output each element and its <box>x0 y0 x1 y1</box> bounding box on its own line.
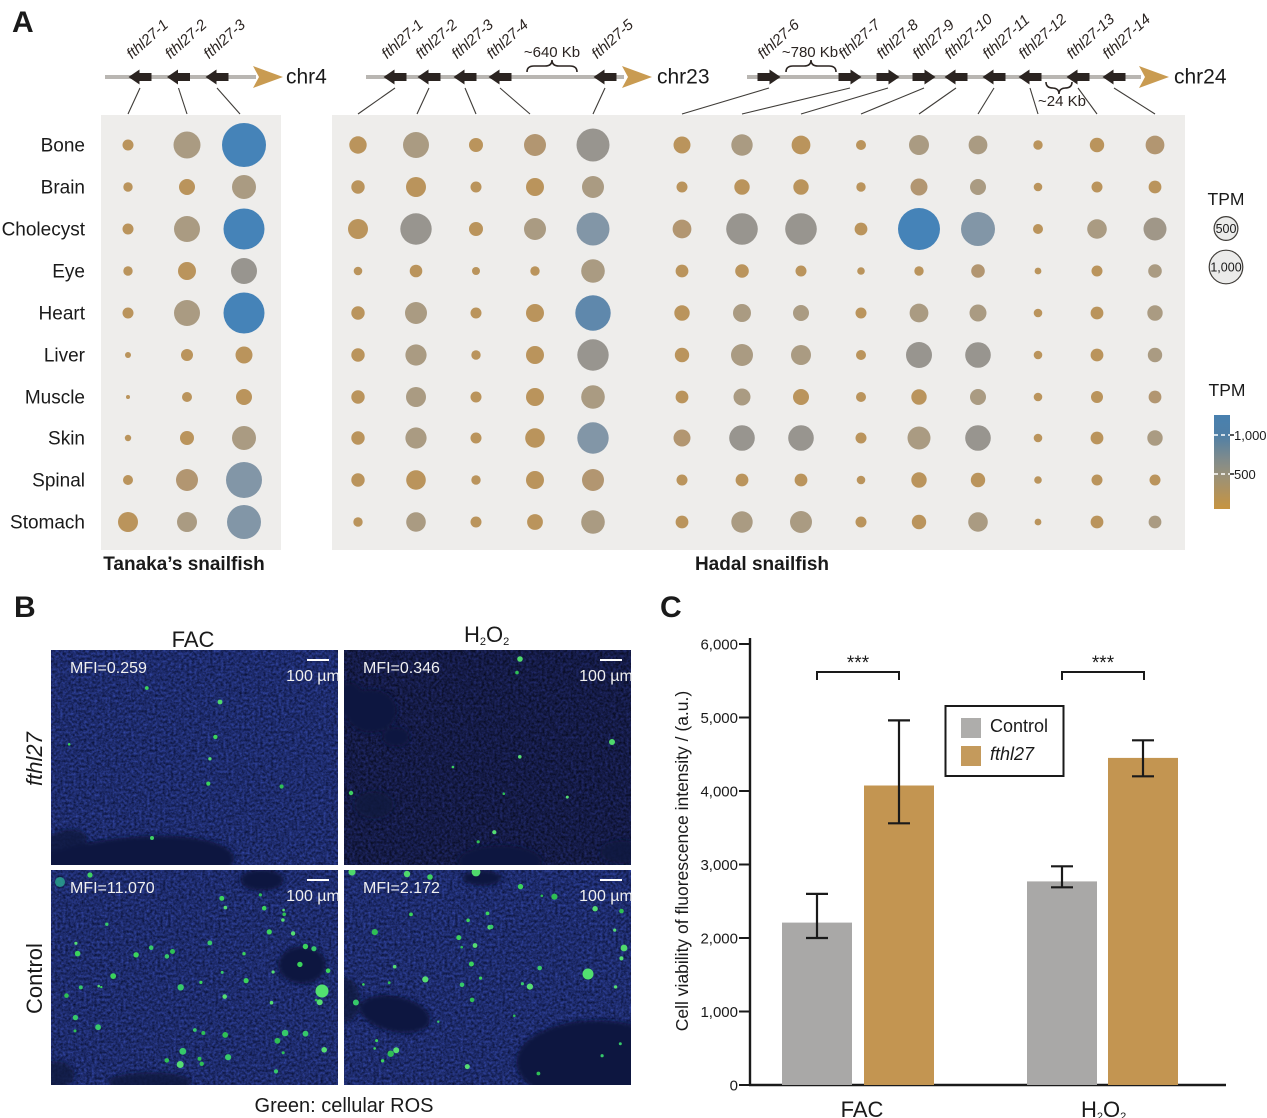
svg-text:100 µm: 100 µm <box>579 668 633 685</box>
svg-text:Control: Control <box>990 716 1048 736</box>
svg-text:Green: cellular ROS: Green: cellular ROS <box>255 1095 434 1117</box>
svg-text:fthl27-5: fthl27-5 <box>588 16 637 63</box>
svg-text:6,000: 6,000 <box>700 637 738 654</box>
svg-text:Tanaka’s snailfish: Tanaka’s snailfish <box>103 554 265 575</box>
svg-text:H2O2: H2O2 <box>1081 1097 1126 1118</box>
svg-text:~780 Kb: ~780 Kb <box>782 44 838 61</box>
svg-text:***: *** <box>847 653 870 674</box>
svg-text:100 µm: 100 µm <box>579 888 633 905</box>
svg-text:fthl27: fthl27 <box>990 744 1035 764</box>
svg-text:2,000: 2,000 <box>700 931 738 948</box>
svg-text:Bone: Bone <box>41 136 85 157</box>
svg-text:fthl27-1: fthl27-1 <box>123 16 172 62</box>
svg-text:FAC: FAC <box>841 1097 884 1118</box>
svg-text:Liver: Liver <box>44 346 86 367</box>
svg-text:MFI=0.346: MFI=0.346 <box>363 660 440 677</box>
svg-text:chr4: chr4 <box>286 66 327 89</box>
svg-text:500: 500 <box>1234 467 1256 482</box>
svg-text:~640 Kb: ~640 Kb <box>524 44 580 61</box>
svg-text:Cholecyst: Cholecyst <box>2 220 86 241</box>
svg-text:fthl27-3: fthl27-3 <box>200 16 249 63</box>
svg-text:B: B <box>14 591 36 624</box>
svg-text:Brain: Brain <box>41 178 85 199</box>
svg-text:chr23: chr23 <box>657 66 710 89</box>
svg-text:TPM: TPM <box>1209 380 1246 400</box>
svg-text:~24 Kb: ~24 Kb <box>1038 93 1086 110</box>
svg-text:3,000: 3,000 <box>700 857 738 874</box>
svg-text:1,000: 1,000 <box>1210 261 1241 275</box>
svg-text:1,000: 1,000 <box>1234 428 1267 443</box>
svg-text:Muscle: Muscle <box>25 388 85 409</box>
svg-text:5,000: 5,000 <box>700 710 738 727</box>
svg-text:A: A <box>12 6 34 39</box>
svg-text:4,000: 4,000 <box>700 784 738 801</box>
svg-text:Heart: Heart <box>39 304 86 325</box>
svg-text:Hadal snailfish: Hadal snailfish <box>695 554 829 575</box>
svg-text:100 µm: 100 µm <box>286 668 340 685</box>
svg-text:Control: Control <box>22 943 47 1014</box>
svg-text:0: 0 <box>730 1078 738 1095</box>
svg-text:fthl27: fthl27 <box>22 731 47 786</box>
svg-text:***: *** <box>1092 653 1115 674</box>
svg-text:H2O2: H2O2 <box>464 622 509 648</box>
svg-text:FAC: FAC <box>172 627 215 652</box>
svg-text:MFI=2.172: MFI=2.172 <box>363 880 440 897</box>
svg-text:1,000: 1,000 <box>700 1004 738 1021</box>
svg-text:Skin: Skin <box>48 429 85 450</box>
svg-text:chr24: chr24 <box>1174 66 1227 89</box>
svg-text:MFI=0.259: MFI=0.259 <box>70 660 147 677</box>
svg-text:100 µm: 100 µm <box>286 888 340 905</box>
svg-text:fthl27-7: fthl27-7 <box>835 16 884 63</box>
svg-text:Stomach: Stomach <box>10 513 85 534</box>
svg-text:Cell viability of fluorescence: Cell viability of fluorescence intensity… <box>672 691 692 1031</box>
svg-text:Eye: Eye <box>52 262 85 283</box>
svg-text:Spinal: Spinal <box>32 471 85 492</box>
svg-text:fthl27-2: fthl27-2 <box>162 16 211 63</box>
svg-text:500: 500 <box>1216 222 1237 236</box>
svg-text:TPM: TPM <box>1208 189 1245 209</box>
svg-text:C: C <box>660 591 682 624</box>
svg-text:MFI=11.070: MFI=11.070 <box>70 880 155 897</box>
